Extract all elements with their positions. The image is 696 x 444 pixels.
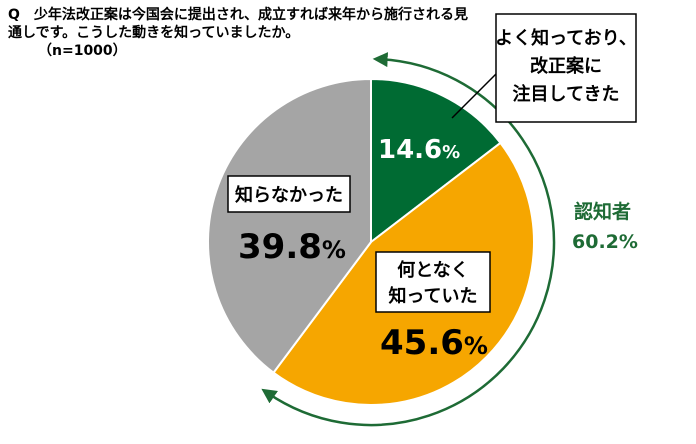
label-box-somewhat-known	[375, 251, 491, 313]
label-well-known-line1: よく知っており、	[495, 27, 637, 49]
value-not-known: 39.8%	[238, 227, 346, 267]
label-somewhat-known-line1: 何となく	[397, 259, 468, 281]
bracket-arc	[261, 52, 556, 427]
value-well-known: 14.6%	[378, 135, 460, 165]
callout-leader-line	[451, 71, 499, 119]
label-well-known-line2: 改正案に	[530, 55, 602, 77]
bracket-label: 認知者	[574, 200, 631, 223]
label-well-known-line3: 注目してきた	[513, 83, 620, 105]
bracket-value: 60.2%	[572, 231, 638, 253]
recognition-bracket	[261, 52, 556, 427]
question-text: Q 少年法改正案は今国会に提出され、成立すれば来年から施行される見通しです。こう…	[8, 6, 478, 60]
sample-size: （n=1000）	[38, 43, 127, 59]
label-not-known: 知らなかった	[235, 184, 343, 206]
value-somewhat-known: 45.6%	[380, 323, 488, 363]
callout-box-well-known	[495, 13, 637, 123]
label-box-not-known	[227, 175, 351, 213]
question-body: Q 少年法改正案は今国会に提出され、成立すれば来年から施行される見通しです。こう…	[8, 7, 469, 41]
label-somewhat-known-line2: 知っていた	[388, 285, 477, 307]
